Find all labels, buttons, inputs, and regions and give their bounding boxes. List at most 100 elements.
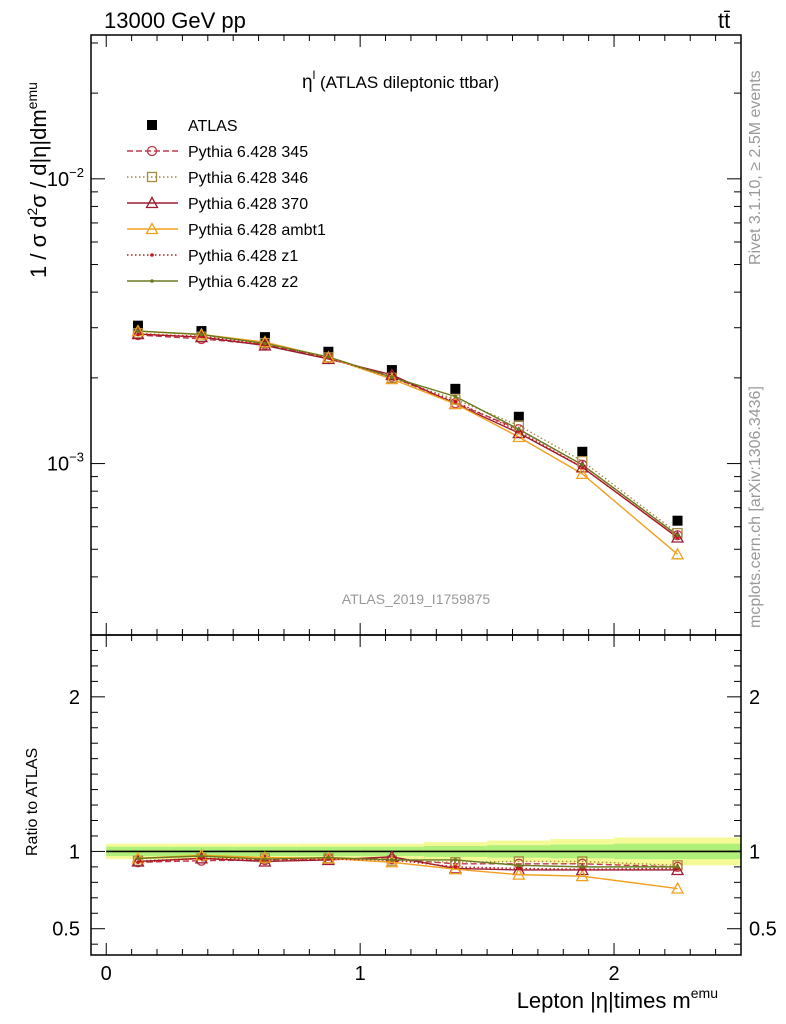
mc-point (670, 547, 685, 560)
ratio-y-tick-label-left: 2 (69, 687, 80, 709)
mc-point (453, 394, 458, 399)
header-left-label: 13000 GeV pp (104, 8, 246, 33)
mc-point (512, 430, 526, 443)
mc-point (385, 372, 399, 385)
ratio-point (517, 863, 521, 868)
main-series-markers-3 (131, 327, 685, 543)
main-series-line (137, 330, 678, 555)
ratio-point (136, 856, 140, 861)
mc-point (136, 332, 140, 337)
mc-point (517, 427, 521, 432)
main-series-6 (137, 330, 678, 536)
ratio-point (675, 865, 680, 869)
ratio-point (131, 854, 145, 867)
ratio-axis-ticks: 0.5 0.5 1 1 2 2 0 1 2 (52, 634, 777, 985)
mc-point (575, 460, 589, 473)
mcplots-reference-label: mcplots.cern.ch [arXiv:1306.3436] (747, 386, 764, 628)
y-label-sup2: emu (24, 82, 40, 109)
mc-point (453, 399, 458, 404)
mc-point (321, 350, 336, 363)
legend-label: Pythia 6.428 346 (188, 170, 308, 187)
main-axis-ticks: 10−210−3 (47, 35, 742, 635)
main-series-4 (137, 330, 678, 555)
main-y-tick-base: 10 (47, 454, 69, 476)
analysis-watermark: ATLAS_2019_I1759875 (342, 591, 491, 607)
legend-item: Pythia 6.428 z1 (127, 248, 298, 265)
legend-label: Pythia 6.428 ambt1 (188, 222, 326, 239)
legend: ATLAS Pythia 6.428 345 Pythia 6.428 346 Pyt… (127, 118, 326, 291)
ratio-series-layer (131, 848, 685, 894)
ratio-plot-frame (90, 634, 742, 956)
mc-point (385, 367, 399, 380)
mc-point (321, 352, 336, 365)
plot-title-superscript: l (313, 68, 316, 82)
main-series-markers-6 (136, 329, 680, 538)
ratio-point (670, 881, 685, 894)
ratio-y-tick-label-left: 0.5 (52, 919, 80, 941)
mc-point (326, 355, 331, 359)
data-point (672, 515, 683, 526)
mc-point (194, 327, 209, 340)
main-series-markers-1 (132, 329, 683, 541)
ratio-y-tick-label-right: 2 (749, 687, 760, 709)
legend-item: Pythia 6.428 370 (127, 196, 308, 213)
ratio-y-tick-label-right: 0.5 (749, 919, 777, 941)
main-series-2 (137, 332, 678, 534)
legend-item: Pythia 6.428 z2 (127, 274, 298, 291)
main-series-markers-0 (132, 320, 683, 526)
main-y-tick-base: 10 (47, 169, 69, 191)
ratio-point (670, 863, 685, 876)
main-y-tick-label: 10−3 (47, 450, 84, 476)
main-y-tick-exponent: −3 (69, 450, 84, 465)
main-series-markers-5 (136, 332, 680, 540)
ratio-y-axis-label: Ratio to ATLAS (24, 748, 41, 856)
x-tick-label: 2 (608, 963, 619, 985)
main-series-line (137, 332, 678, 534)
ratio-point (136, 860, 140, 865)
main-series-line (137, 334, 678, 536)
mc-point (199, 332, 204, 337)
mc-point (670, 530, 685, 543)
mc-point (575, 467, 589, 480)
legend-marker (146, 171, 158, 183)
mc-point (580, 465, 585, 470)
main-y-axis-label: 1 / σ d2σ / d|η|dmemu (24, 82, 51, 278)
ratio-point (448, 862, 462, 875)
plot-title-symbol: η (302, 72, 313, 93)
ratio-series-5 (136, 854, 680, 869)
ratio-point (390, 858, 394, 862)
rivet-version-label: Rivet 3.1.10, ≥ 2.5M events (747, 70, 764, 265)
legend-label: Pythia 6.428 370 (188, 196, 308, 213)
legend-label: Pythia 6.428 345 (188, 144, 308, 161)
ratio-point (199, 854, 204, 858)
main-series-line (137, 330, 678, 536)
mc-point (258, 335, 272, 348)
legend-label: Pythia 6.428 z2 (188, 274, 298, 291)
main-series-layer (131, 320, 685, 560)
legend-marker (145, 222, 159, 235)
ratio-point (575, 869, 589, 882)
plot-title-text: (ATLAS dileptonic ttbar) (315, 73, 499, 92)
mc-point (263, 341, 267, 346)
main-series-line (137, 333, 678, 539)
main-series-5 (137, 333, 678, 539)
ratio-point (326, 855, 331, 860)
ratio-y-tick-label-right: 1 (749, 841, 760, 863)
mc-point (580, 463, 585, 467)
ratio-y-tick-label-left: 1 (69, 841, 80, 863)
ratio-plot-panel: 0.5 0.5 1 1 2 2 0 1 2 Ratio to ATLAS Lepton |η|t… (24, 634, 777, 1013)
ratio-series-line (137, 857, 678, 870)
legend-marker (147, 120, 157, 130)
ratio-point (453, 858, 458, 862)
main-series-3 (137, 333, 678, 539)
mc-point (675, 533, 680, 538)
main-series-1 (137, 334, 678, 536)
ratio-point (512, 867, 526, 880)
mc-point (390, 375, 394, 380)
ratio-point (258, 850, 272, 863)
y-label-part-a: 1 / σ d (26, 216, 51, 279)
main-y-tick-exponent: −2 (69, 165, 84, 180)
legend-marker (150, 279, 154, 283)
x-axis-label: Lepton |η|times memu (517, 985, 718, 1013)
